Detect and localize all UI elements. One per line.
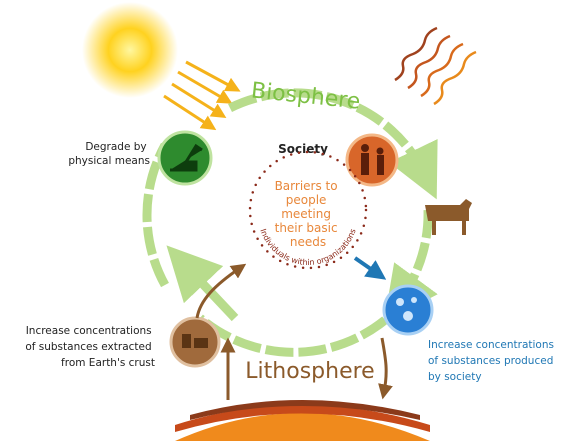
barriers-text: Barriers to people meeting their basic n… bbox=[275, 179, 342, 249]
line: meeting bbox=[281, 207, 331, 221]
line: of substances produced bbox=[428, 355, 553, 367]
excavator-icon bbox=[159, 132, 211, 184]
line: needs bbox=[290, 235, 326, 249]
deposit-arrow bbox=[382, 338, 386, 392]
line: by society bbox=[428, 371, 482, 383]
line: of substances extracted bbox=[25, 341, 151, 353]
sun bbox=[82, 2, 178, 98]
blue-arrow bbox=[355, 258, 378, 274]
people-icon bbox=[347, 135, 397, 185]
line: physical means bbox=[68, 155, 150, 167]
line: their basic bbox=[275, 221, 338, 235]
line: Barriers to bbox=[275, 179, 338, 193]
line: from Earth's crust bbox=[61, 357, 155, 369]
produced-note: Increase concentrations of substances pr… bbox=[428, 339, 557, 383]
page: {"title_biosphere": "Biosphere", "title_… bbox=[0, 0, 581, 441]
diagram: Biosphere Society Barriers to people mee… bbox=[0, 0, 581, 441]
degrade-note: Degrade by physical means bbox=[68, 141, 150, 167]
biosphere-label: Biosphere bbox=[250, 78, 362, 114]
cow bbox=[425, 199, 472, 235]
line: Increase concentrations bbox=[26, 325, 152, 337]
line: Increase concentrations bbox=[428, 339, 554, 351]
lithosphere-label: Lithosphere bbox=[245, 359, 374, 384]
line: Degrade by bbox=[85, 141, 146, 153]
society-title: Society bbox=[278, 142, 328, 156]
extracted-note: Increase concentrations of substances ex… bbox=[25, 325, 155, 369]
sun-rays bbox=[164, 62, 234, 126]
heat-arrows bbox=[395, 28, 476, 104]
line: people bbox=[286, 193, 327, 207]
molecule-icon bbox=[384, 286, 432, 334]
